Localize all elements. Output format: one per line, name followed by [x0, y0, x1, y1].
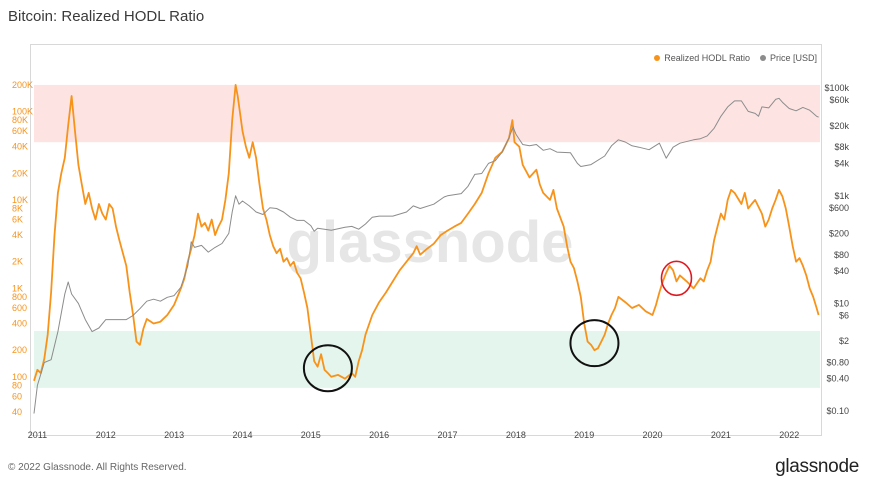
left-tick-label: 20K — [12, 168, 28, 178]
left-tick-label: 60K — [12, 126, 28, 136]
left-tick-label: 40 — [12, 407, 22, 417]
annotation-circle-red — [660, 260, 693, 297]
x-tick-label: 2014 — [232, 430, 252, 440]
left-tick-label: 200K — [12, 80, 33, 90]
right-tick-label: $1k — [834, 191, 849, 201]
x-tick-label: 2020 — [643, 430, 663, 440]
annotation-circle-black — [569, 319, 620, 368]
x-tick-label: 2022 — [779, 430, 799, 440]
left-tick-label: 6K — [12, 215, 23, 225]
left-tick-label: 100 — [12, 372, 27, 382]
x-tick-label: 2016 — [369, 430, 389, 440]
legend-dot-price — [759, 55, 766, 61]
chart-legend: Realized HODL Ratio Price [USD] — [654, 53, 817, 63]
left-tick-label: 600 — [12, 303, 27, 313]
annotation-circle-black — [302, 344, 353, 393]
right-tick-label: $20k — [829, 121, 849, 131]
legend-label-price: Price [USD] — [769, 53, 817, 63]
right-tick-label: $80 — [834, 250, 849, 260]
right-tick-label: $4k — [834, 158, 849, 168]
left-tick-label: 2K — [12, 257, 23, 267]
chart-frame — [30, 44, 822, 436]
right-tick-label: $8k — [834, 142, 849, 152]
band-overheated — [34, 84, 820, 143]
x-tick-label: 2018 — [506, 430, 526, 440]
left-tick-label: 10K — [12, 195, 28, 205]
x-tick-label: 2021 — [711, 430, 731, 440]
watermark-text: glassnode — [287, 210, 574, 275]
left-tick-label: 1K — [12, 283, 23, 293]
x-tick-label: 2012 — [96, 430, 116, 440]
right-tick-label: $40 — [834, 266, 849, 276]
left-tick-label: 400 — [12, 319, 27, 329]
right-tick-label: $2 — [839, 336, 849, 346]
right-tick-label: $0.10 — [826, 406, 849, 416]
left-tick-label: 100K — [12, 107, 33, 117]
left-tick-label: 8K — [12, 204, 23, 214]
x-tick-label: 2019 — [574, 430, 594, 440]
left-tick-label: 200 — [12, 345, 27, 355]
legend-item-price[interactable]: Price [USD] — [759, 53, 817, 63]
right-tick-label: $100k — [824, 83, 849, 93]
right-tick-label: $10 — [834, 298, 849, 308]
x-tick-label: 2013 — [164, 430, 184, 440]
x-tick-label: 2015 — [301, 430, 321, 440]
right-tick-label: $200 — [829, 228, 849, 238]
right-tick-label: $6 — [839, 310, 849, 320]
left-tick-label: 60 — [12, 391, 22, 401]
left-tick-label: 40K — [12, 142, 28, 152]
x-tick-label: 2017 — [437, 430, 457, 440]
right-tick-label: $60k — [829, 95, 849, 105]
chart-title: Bitcoin: Realized HODL Ratio — [8, 8, 205, 25]
right-tick-label: $0.40 — [826, 374, 849, 384]
series-price-line — [33, 97, 819, 414]
left-tick-label: 80 — [12, 380, 22, 390]
series-rhodl-line — [33, 84, 820, 382]
brand-logo: glassnode — [775, 456, 859, 477]
right-tick-label: $600 — [829, 203, 849, 213]
legend-dot-rhodl — [654, 55, 661, 61]
band-undervalued — [34, 330, 820, 388]
x-tick-label: 2011 — [28, 430, 47, 440]
left-tick-label: 800 — [12, 292, 27, 302]
legend-label-rhodl: Realized HODL Ratio — [664, 53, 750, 63]
right-tick-label: $0.80 — [826, 357, 849, 367]
legend-item-rhodl[interactable]: Realized HODL Ratio — [654, 53, 750, 63]
left-tick-label: 80K — [12, 115, 28, 125]
left-tick-label: 4K — [12, 230, 23, 240]
copyright-footer: © 2022 Glassnode. All Rights Reserved. — [8, 462, 187, 473]
